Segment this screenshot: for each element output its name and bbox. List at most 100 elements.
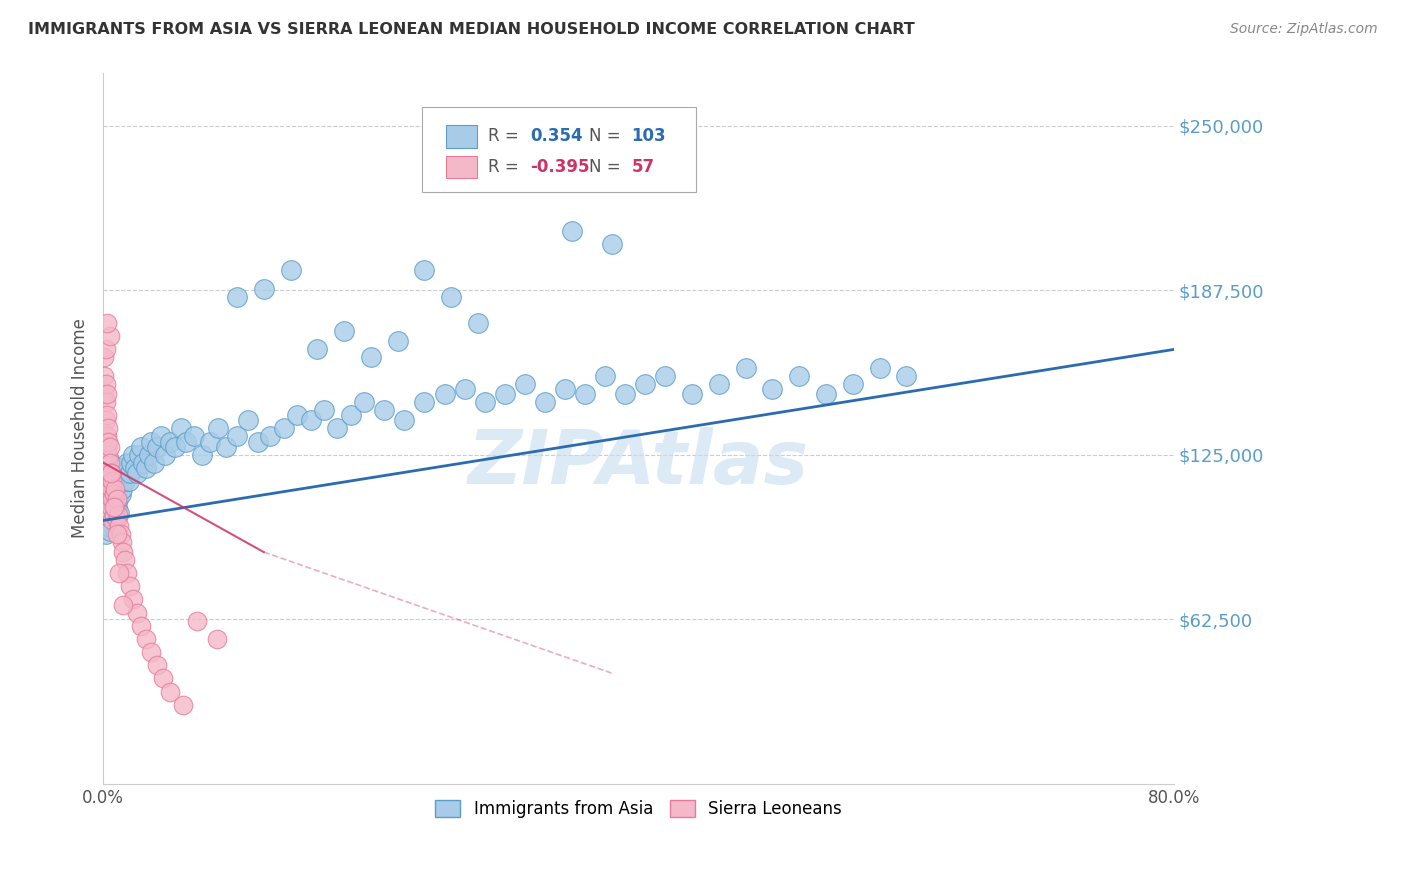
Point [100, 456, 122, 470]
Point [105, 514, 128, 528]
Point [236, 413, 259, 427]
Point [787, 368, 810, 383]
Point [96, 408, 118, 422]
Point [124, 460, 146, 475]
Point [98, 474, 121, 488]
Text: N =: N = [589, 158, 620, 176]
Point [97, 434, 120, 449]
Point [534, 395, 557, 409]
Point [453, 382, 475, 396]
Point [170, 421, 193, 435]
Point [96, 518, 118, 533]
Point [120, 456, 142, 470]
Point [339, 408, 361, 422]
Point [104, 466, 127, 480]
Point [107, 508, 129, 523]
Point [96, 482, 118, 496]
Point [108, 518, 131, 533]
Point [614, 387, 637, 401]
Point [93, 351, 115, 365]
Point [100, 466, 122, 480]
Point [105, 500, 128, 515]
Text: IMMIGRANTS FROM ASIA VS SIERRA LEONEAN MEDIAN HOUSEHOLD INCOME CORRELATION CHART: IMMIGRANTS FROM ASIA VS SIERRA LEONEAN M… [28, 22, 915, 37]
Point [129, 619, 152, 633]
Point [103, 500, 125, 515]
Text: R =: R = [488, 128, 519, 145]
Point [101, 514, 124, 528]
Text: Source: ZipAtlas.com: Source: ZipAtlas.com [1230, 22, 1378, 37]
Point [186, 614, 208, 628]
Point [527, 171, 550, 186]
Point [93, 514, 115, 528]
Point [159, 434, 181, 449]
Point [101, 492, 124, 507]
Point [108, 506, 131, 520]
Point [394, 413, 416, 427]
Point [285, 408, 308, 422]
Point [734, 360, 756, 375]
Point [681, 387, 703, 401]
Point [360, 351, 382, 365]
Point [815, 387, 838, 401]
Point [111, 482, 134, 496]
Point [253, 282, 276, 296]
Point [125, 606, 148, 620]
Point [98, 456, 121, 470]
Point [105, 482, 128, 496]
Point [110, 466, 132, 480]
Point [96, 440, 118, 454]
Point [326, 421, 349, 435]
Text: 0.354: 0.354 [530, 128, 582, 145]
Point [554, 382, 576, 396]
Point [118, 579, 141, 593]
Point [97, 448, 120, 462]
Point [98, 492, 121, 507]
Point [373, 403, 395, 417]
Point [205, 632, 228, 646]
Point [117, 474, 139, 488]
Point [96, 316, 118, 330]
Point [600, 237, 623, 252]
Point [761, 382, 783, 396]
Point [105, 492, 128, 507]
Point [104, 495, 127, 509]
Point [707, 376, 730, 391]
Point [94, 413, 117, 427]
Point [273, 421, 295, 435]
Point [98, 466, 121, 480]
Legend: Immigrants from Asia, Sierra Leoneans: Immigrants from Asia, Sierra Leoneans [429, 794, 848, 825]
Point [226, 429, 249, 443]
Text: 57: 57 [631, 158, 654, 176]
Point [112, 545, 135, 559]
Point [94, 526, 117, 541]
Point [105, 526, 128, 541]
Point [654, 368, 676, 383]
Point [353, 395, 375, 409]
Point [101, 492, 124, 507]
Point [440, 290, 463, 304]
Point [842, 376, 865, 391]
Point [135, 632, 157, 646]
Point [93, 387, 115, 401]
Point [413, 263, 436, 277]
Point [474, 395, 496, 409]
Point [94, 395, 117, 409]
Point [413, 395, 436, 409]
Point [247, 434, 270, 449]
Point [129, 440, 152, 454]
Point [101, 487, 124, 501]
Point [433, 387, 456, 401]
Point [114, 553, 136, 567]
Point [96, 387, 118, 401]
Point [125, 466, 148, 480]
Point [307, 343, 329, 357]
Point [494, 387, 516, 401]
Point [132, 456, 155, 470]
Point [108, 566, 131, 581]
Point [101, 474, 124, 488]
Point [121, 592, 143, 607]
Point [145, 440, 167, 454]
Point [112, 598, 135, 612]
Point [159, 684, 181, 698]
Point [98, 440, 121, 454]
